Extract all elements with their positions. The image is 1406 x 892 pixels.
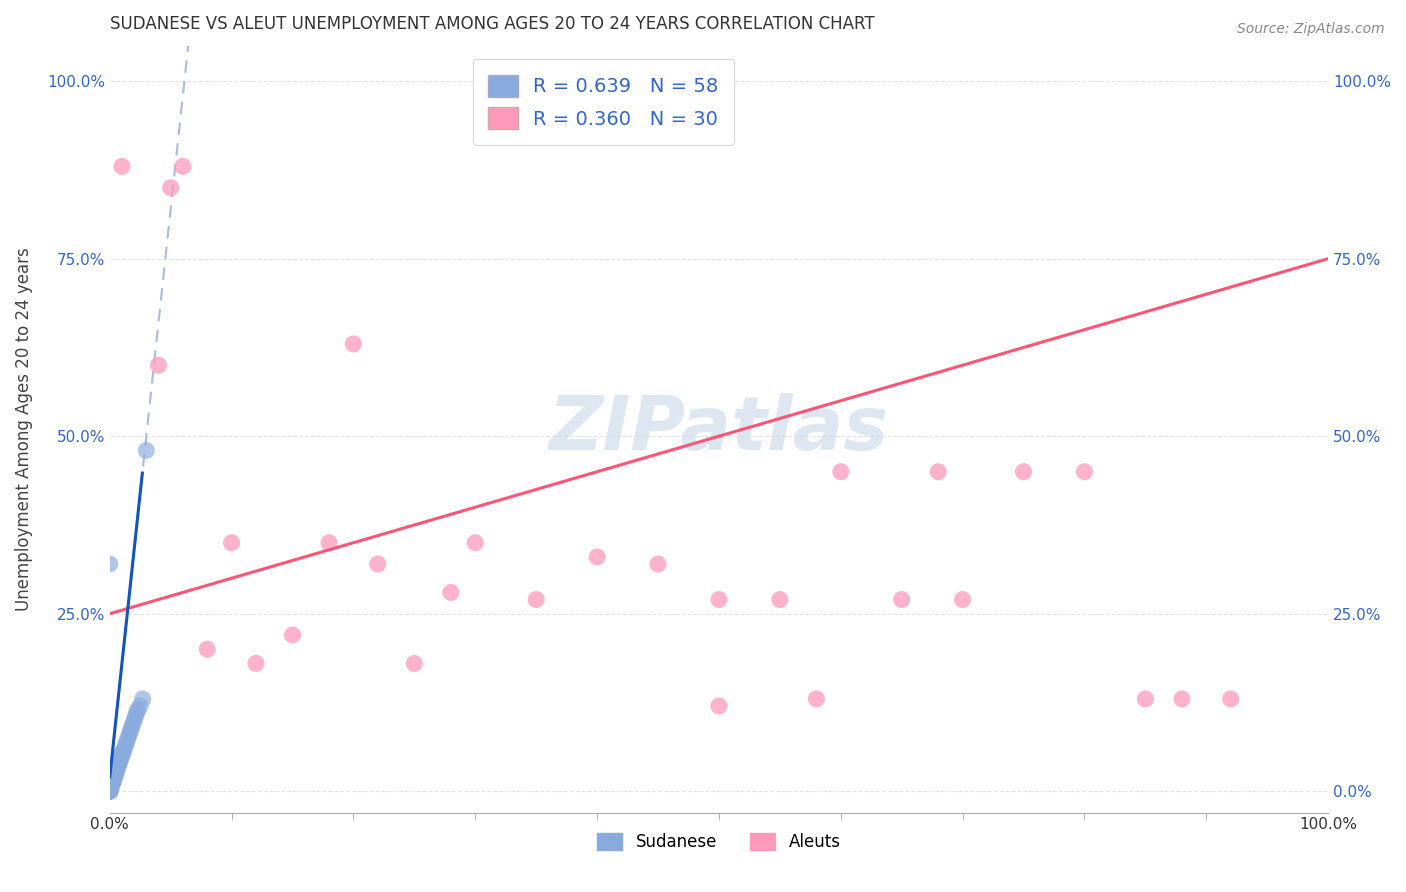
Sudanese — [108, 752, 131, 766]
Sudanese — [98, 770, 121, 784]
Sudanese — [107, 756, 129, 770]
Sudanese — [114, 738, 136, 752]
Sudanese — [129, 699, 152, 714]
Sudanese — [98, 773, 121, 788]
Aleuts — [281, 628, 304, 642]
Aleuts — [769, 592, 792, 607]
Text: Source: ZipAtlas.com: Source: ZipAtlas.com — [1237, 22, 1385, 37]
Sudanese — [110, 752, 132, 766]
Aleuts — [159, 180, 181, 194]
Sudanese — [104, 770, 127, 784]
Sudanese — [125, 706, 148, 720]
Aleuts — [1171, 692, 1194, 706]
Aleuts — [1012, 465, 1035, 479]
Sudanese — [104, 766, 127, 780]
Aleuts — [195, 642, 218, 657]
Aleuts — [890, 592, 912, 607]
Sudanese — [115, 734, 138, 748]
Aleuts — [111, 160, 134, 174]
Sudanese — [101, 773, 124, 788]
Aleuts — [927, 465, 949, 479]
Aleuts — [830, 465, 852, 479]
Sudanese — [104, 770, 127, 784]
Sudanese — [100, 777, 122, 791]
Sudanese — [112, 745, 135, 759]
Sudanese — [121, 720, 143, 734]
Sudanese — [100, 780, 122, 795]
Sudanese — [118, 727, 141, 741]
Sudanese — [105, 759, 128, 773]
Sudanese — [122, 716, 145, 731]
Legend: R = 0.639   N = 58, R = 0.360   N = 30: R = 0.639 N = 58, R = 0.360 N = 30 — [472, 59, 734, 145]
Sudanese — [98, 777, 121, 791]
Sudanese — [120, 723, 142, 738]
Aleuts — [707, 699, 730, 714]
Aleuts — [952, 592, 974, 607]
Sudanese — [98, 784, 121, 798]
Aleuts — [172, 160, 194, 174]
Sudanese — [101, 777, 124, 791]
Sudanese — [104, 763, 127, 777]
Y-axis label: Unemployment Among Ages 20 to 24 years: Unemployment Among Ages 20 to 24 years — [15, 247, 32, 611]
Aleuts — [1135, 692, 1157, 706]
Sudanese — [131, 692, 153, 706]
Sudanese — [103, 766, 125, 780]
Sudanese — [111, 748, 134, 763]
Sudanese — [103, 773, 125, 788]
Sudanese — [98, 780, 121, 795]
Aleuts — [404, 657, 426, 671]
Sudanese — [117, 731, 139, 745]
Aleuts — [318, 535, 340, 549]
Sudanese — [104, 766, 127, 780]
Sudanese — [107, 759, 129, 773]
Sudanese — [98, 777, 121, 791]
Sudanese — [127, 702, 149, 716]
Aleuts — [464, 535, 486, 549]
Aleuts — [1219, 692, 1241, 706]
Sudanese — [103, 770, 125, 784]
Sudanese — [135, 443, 157, 458]
Sudanese — [98, 784, 121, 798]
Aleuts — [245, 657, 267, 671]
Sudanese — [101, 777, 124, 791]
Sudanese — [122, 713, 145, 727]
Aleuts — [806, 692, 828, 706]
Aleuts — [221, 535, 243, 549]
Aleuts — [707, 592, 730, 607]
Sudanese — [98, 777, 121, 791]
Sudanese — [101, 770, 124, 784]
Sudanese — [100, 780, 122, 795]
Aleuts — [586, 549, 609, 564]
Sudanese — [104, 766, 127, 780]
Sudanese — [100, 773, 122, 788]
Aleuts — [647, 557, 669, 571]
Aleuts — [342, 337, 364, 351]
Aleuts — [1073, 465, 1095, 479]
Sudanese — [98, 780, 121, 795]
Sudanese — [98, 784, 121, 798]
Sudanese — [105, 763, 128, 777]
Aleuts — [367, 557, 389, 571]
Sudanese — [103, 773, 125, 788]
Sudanese — [104, 763, 127, 777]
Sudanese — [104, 759, 127, 773]
Sudanese — [111, 745, 134, 759]
Sudanese — [98, 557, 121, 571]
Aleuts — [440, 585, 463, 599]
Sudanese — [110, 748, 132, 763]
Aleuts — [148, 358, 170, 372]
Sudanese — [108, 756, 131, 770]
Text: SUDANESE VS ALEUT UNEMPLOYMENT AMONG AGES 20 TO 24 YEARS CORRELATION CHART: SUDANESE VS ALEUT UNEMPLOYMENT AMONG AGE… — [110, 15, 875, 33]
Sudanese — [124, 709, 146, 723]
Sudanese — [112, 741, 135, 756]
Text: ZIPatlas: ZIPatlas — [548, 392, 889, 466]
Sudanese — [98, 784, 121, 798]
Aleuts — [524, 592, 547, 607]
